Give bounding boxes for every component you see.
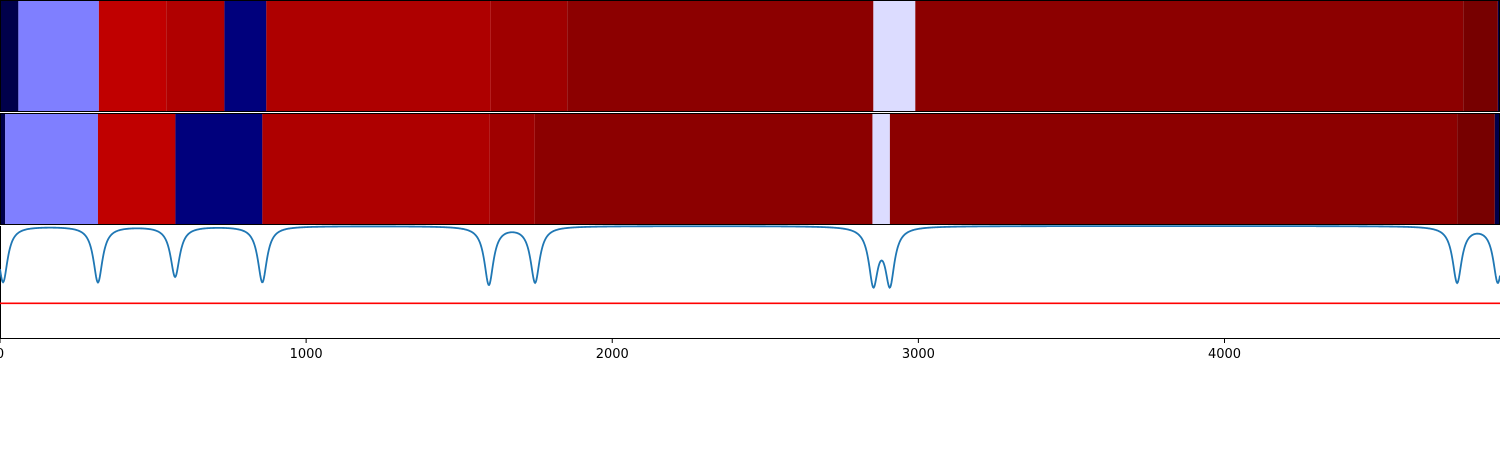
x-axis: 0 1000 2000 3000 4000 — [0, 338, 1241, 362]
heatmap-segment — [0, 0, 19, 112]
heatmap-segment — [1463, 0, 1498, 112]
heatmap-segment — [567, 0, 874, 112]
heatmap-segment — [534, 113, 873, 225]
signal-background — [0, 226, 1500, 338]
heatmap-segment — [873, 0, 916, 112]
heatmap-segment — [490, 0, 568, 112]
heatmap-segment — [889, 113, 1458, 225]
heatmap-segment — [98, 0, 167, 112]
signal-line — [0, 225, 1500, 289]
x-tick-label: 1000 — [290, 347, 323, 362]
heatmap-row-1 — [0, 0, 1500, 112]
heatmap-segment — [0, 113, 6, 225]
heatmap-segment — [97, 113, 176, 225]
heatmap-segment — [175, 113, 263, 225]
signal-panel — [0, 225, 1500, 339]
x-tick-label: 4000 — [1208, 347, 1241, 362]
x-tick-label: 3000 — [902, 347, 935, 362]
heatmap-row-2 — [0, 113, 1500, 225]
heatmap-segment — [266, 0, 491, 112]
heatmap-segment — [1457, 113, 1495, 225]
x-tick-label: 2000 — [596, 347, 629, 362]
heatmap-segment — [872, 113, 890, 225]
heatmap-rows — [0, 0, 1500, 225]
x-tick-label: 0 — [0, 347, 4, 362]
heatmap-segment — [166, 0, 225, 112]
heatmap-segment — [489, 113, 535, 225]
heatmap-segment — [262, 113, 490, 225]
heatmap-segment — [224, 0, 267, 112]
heatmap-segment — [915, 0, 1464, 112]
heatmap-segment — [1497, 0, 1500, 112]
heatmap-segment — [1494, 113, 1500, 225]
heatmap-segment — [5, 113, 98, 225]
heatmap-segment — [18, 0, 99, 112]
